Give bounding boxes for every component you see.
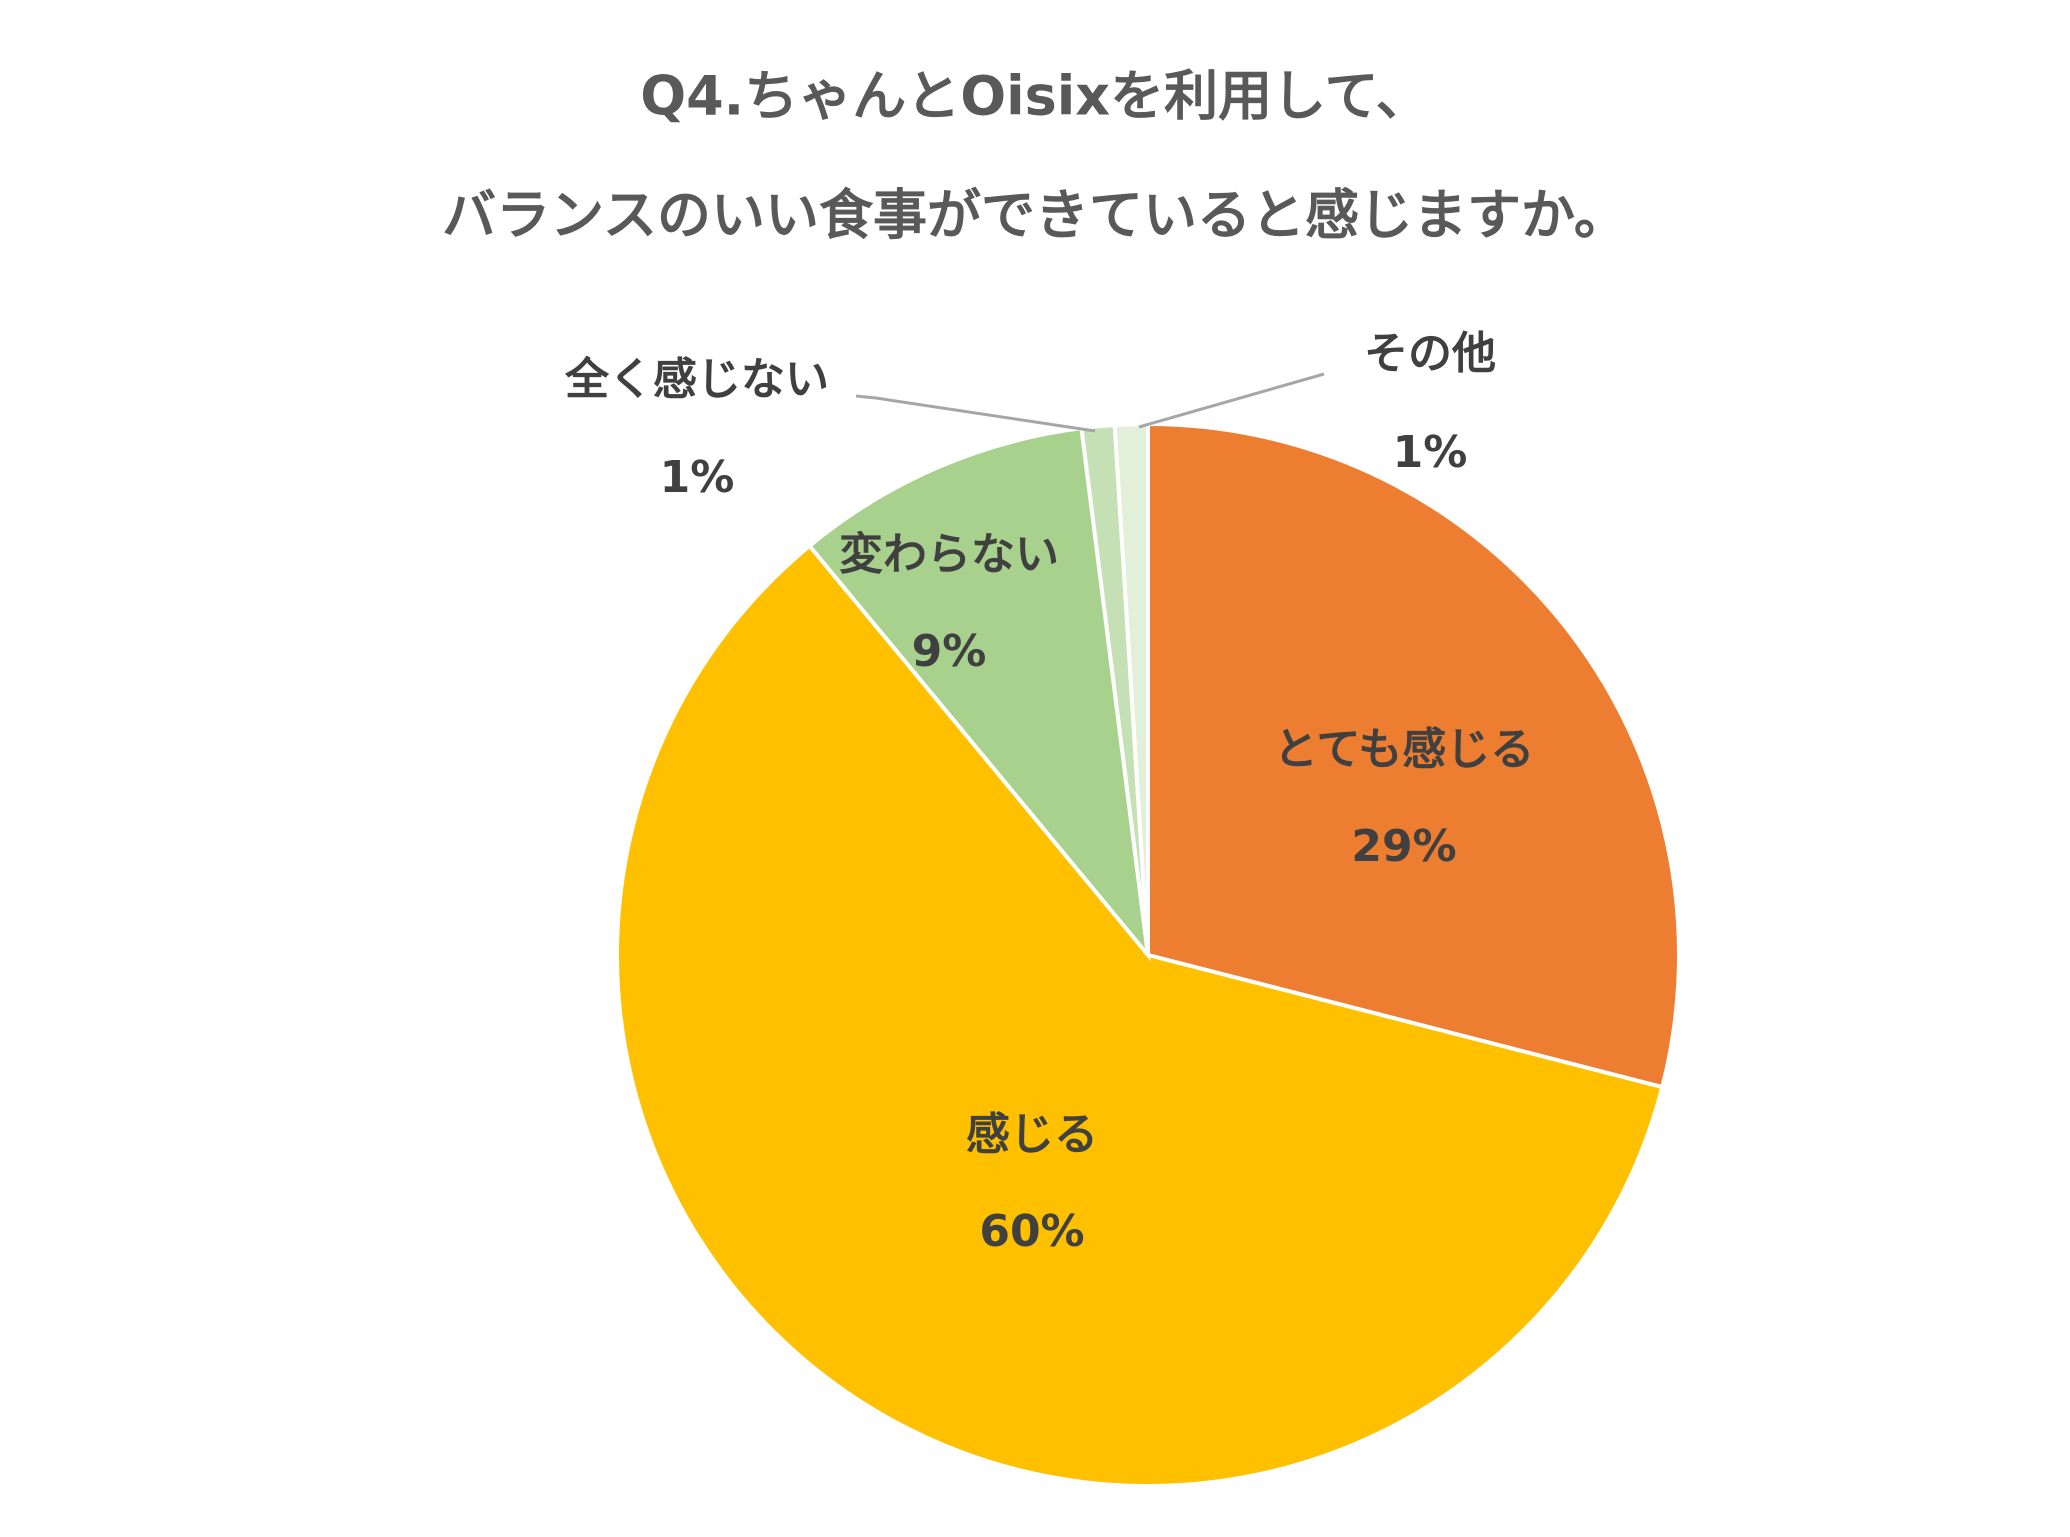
category-label: 全く感じない [564,354,829,405]
category-label: とても感じる [1274,724,1534,775]
pie-slice [615,543,1665,1488]
value-label: 9% [912,626,987,677]
leader-line [855,394,1096,433]
category-label: 変わらない [839,529,1059,580]
chart-title: バランスのいい食事ができていると感じますか。 [442,184,1628,247]
value-label: 60% [979,1206,1084,1257]
category-label: その他 [1364,328,1496,379]
value-label: 1% [660,452,735,503]
pie-slice [1146,421,1682,1090]
category-label: 感じる [966,1109,1098,1160]
data-labels: とても感じる 29% 感じる 60% 変わらない 9% 全く感じない 1% その他 1% [564,328,1534,1257]
leader-line [1138,372,1325,429]
pie-slice [806,425,1151,962]
pie [615,421,1682,1488]
value-label: 1% [1393,427,1468,478]
chart-title: Q4.ちゃんとOisixを利用して、 [640,65,1430,128]
value-label: 29% [1351,821,1456,872]
